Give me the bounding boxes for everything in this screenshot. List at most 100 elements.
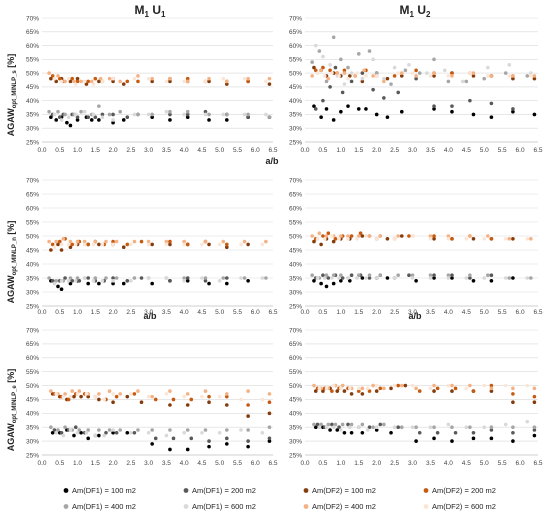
data-point bbox=[97, 397, 101, 402]
data-point bbox=[489, 383, 494, 388]
data-point bbox=[319, 115, 323, 119]
panel-row2-left: 25% 30% 35% 40% 45% 50% 55% 60% 65% 70% 0.0 0.5 1.0 1… bbox=[26, 177, 278, 316]
data-point bbox=[86, 436, 90, 441]
y-tick-label: 45% bbox=[26, 397, 39, 404]
data-point bbox=[322, 276, 327, 280]
data-point bbox=[339, 234, 343, 238]
data-point bbox=[417, 389, 422, 393]
data-point bbox=[225, 82, 229, 86]
data-point bbox=[84, 430, 89, 435]
x-tick-label: 4.5 bbox=[462, 309, 471, 316]
data-point bbox=[482, 425, 487, 430]
data-point bbox=[168, 118, 172, 122]
data-point bbox=[428, 276, 433, 280]
data-point bbox=[185, 403, 190, 407]
data-point bbox=[446, 422, 451, 427]
data-point bbox=[102, 397, 106, 402]
y-tick-label: 25% bbox=[289, 139, 302, 146]
data-point bbox=[242, 112, 247, 117]
data-point bbox=[168, 279, 172, 283]
data-point bbox=[360, 430, 365, 435]
data-point bbox=[82, 242, 87, 247]
data-point bbox=[310, 74, 314, 78]
x-tick-label: 5.5 bbox=[498, 147, 507, 154]
data-point bbox=[428, 425, 433, 430]
y-tick-label: 60% bbox=[26, 355, 39, 362]
data-point bbox=[525, 383, 530, 388]
data-point bbox=[346, 65, 350, 70]
data-point bbox=[50, 242, 55, 247]
data-point bbox=[89, 118, 94, 122]
data-point bbox=[75, 115, 80, 119]
data-point bbox=[382, 79, 386, 84]
data-point bbox=[356, 52, 361, 56]
data-point bbox=[68, 276, 73, 280]
data-point bbox=[168, 242, 172, 247]
data-point bbox=[225, 394, 229, 399]
data-point bbox=[225, 436, 229, 441]
data-point bbox=[93, 115, 98, 119]
data-point bbox=[260, 276, 265, 280]
data-point bbox=[364, 276, 368, 280]
data-point bbox=[203, 79, 208, 84]
data-point bbox=[532, 433, 537, 438]
data-point bbox=[450, 237, 454, 241]
data-point bbox=[446, 273, 451, 278]
y-tick-label: 55% bbox=[289, 369, 302, 376]
data-point bbox=[464, 237, 469, 241]
legend-label: Am(DF2) = 200 m2 bbox=[432, 486, 496, 495]
x-tick-label: 6.0 bbox=[516, 309, 525, 316]
data-point bbox=[428, 386, 433, 391]
data-point bbox=[315, 71, 320, 75]
data-point bbox=[392, 425, 397, 430]
data-point bbox=[164, 242, 169, 247]
data-point bbox=[337, 425, 341, 430]
data-point bbox=[339, 386, 343, 391]
data-point bbox=[70, 279, 75, 283]
data-point bbox=[207, 400, 211, 405]
data-point bbox=[529, 276, 533, 280]
data-point bbox=[482, 383, 487, 388]
data-point bbox=[333, 65, 338, 70]
legend-marker bbox=[423, 488, 429, 493]
data-point bbox=[102, 433, 106, 438]
y-tick-label: 50% bbox=[289, 233, 302, 240]
data-point bbox=[355, 276, 359, 280]
data-point bbox=[317, 49, 322, 53]
data-point bbox=[136, 428, 140, 432]
x-tick-label: 4.5 bbox=[462, 147, 471, 154]
data-point bbox=[189, 436, 194, 441]
data-point bbox=[313, 43, 318, 48]
x-tick-label: 5.0 bbox=[215, 147, 224, 154]
x-tick-label: 4.5 bbox=[197, 147, 206, 154]
data-point bbox=[532, 394, 537, 399]
y-tick-label: 55% bbox=[26, 57, 39, 64]
x-tick-label: 0.0 bbox=[300, 460, 309, 467]
data-point bbox=[146, 112, 151, 117]
data-point bbox=[432, 71, 436, 75]
data-point bbox=[114, 430, 119, 435]
data-point bbox=[367, 273, 372, 278]
data-point bbox=[511, 109, 515, 114]
data-point bbox=[374, 276, 379, 280]
data-point bbox=[225, 442, 229, 446]
data-point bbox=[349, 392, 354, 396]
data-point bbox=[326, 231, 331, 235]
x-tick-label: 3.5 bbox=[426, 460, 435, 467]
data-point bbox=[489, 101, 494, 106]
x-tick-label: 1.5 bbox=[91, 147, 100, 154]
data-point bbox=[330, 71, 334, 75]
data-point bbox=[82, 109, 87, 114]
data-point bbox=[403, 383, 408, 388]
data-point bbox=[225, 392, 229, 396]
data-point bbox=[61, 394, 66, 399]
data-point bbox=[129, 242, 133, 247]
x-tick-label: 1.5 bbox=[354, 147, 363, 154]
data-point bbox=[77, 389, 82, 393]
y-tick-label: 35% bbox=[289, 425, 302, 432]
data-point bbox=[164, 109, 169, 114]
data-point bbox=[79, 430, 83, 435]
data-point bbox=[221, 76, 226, 81]
data-point bbox=[68, 394, 73, 399]
